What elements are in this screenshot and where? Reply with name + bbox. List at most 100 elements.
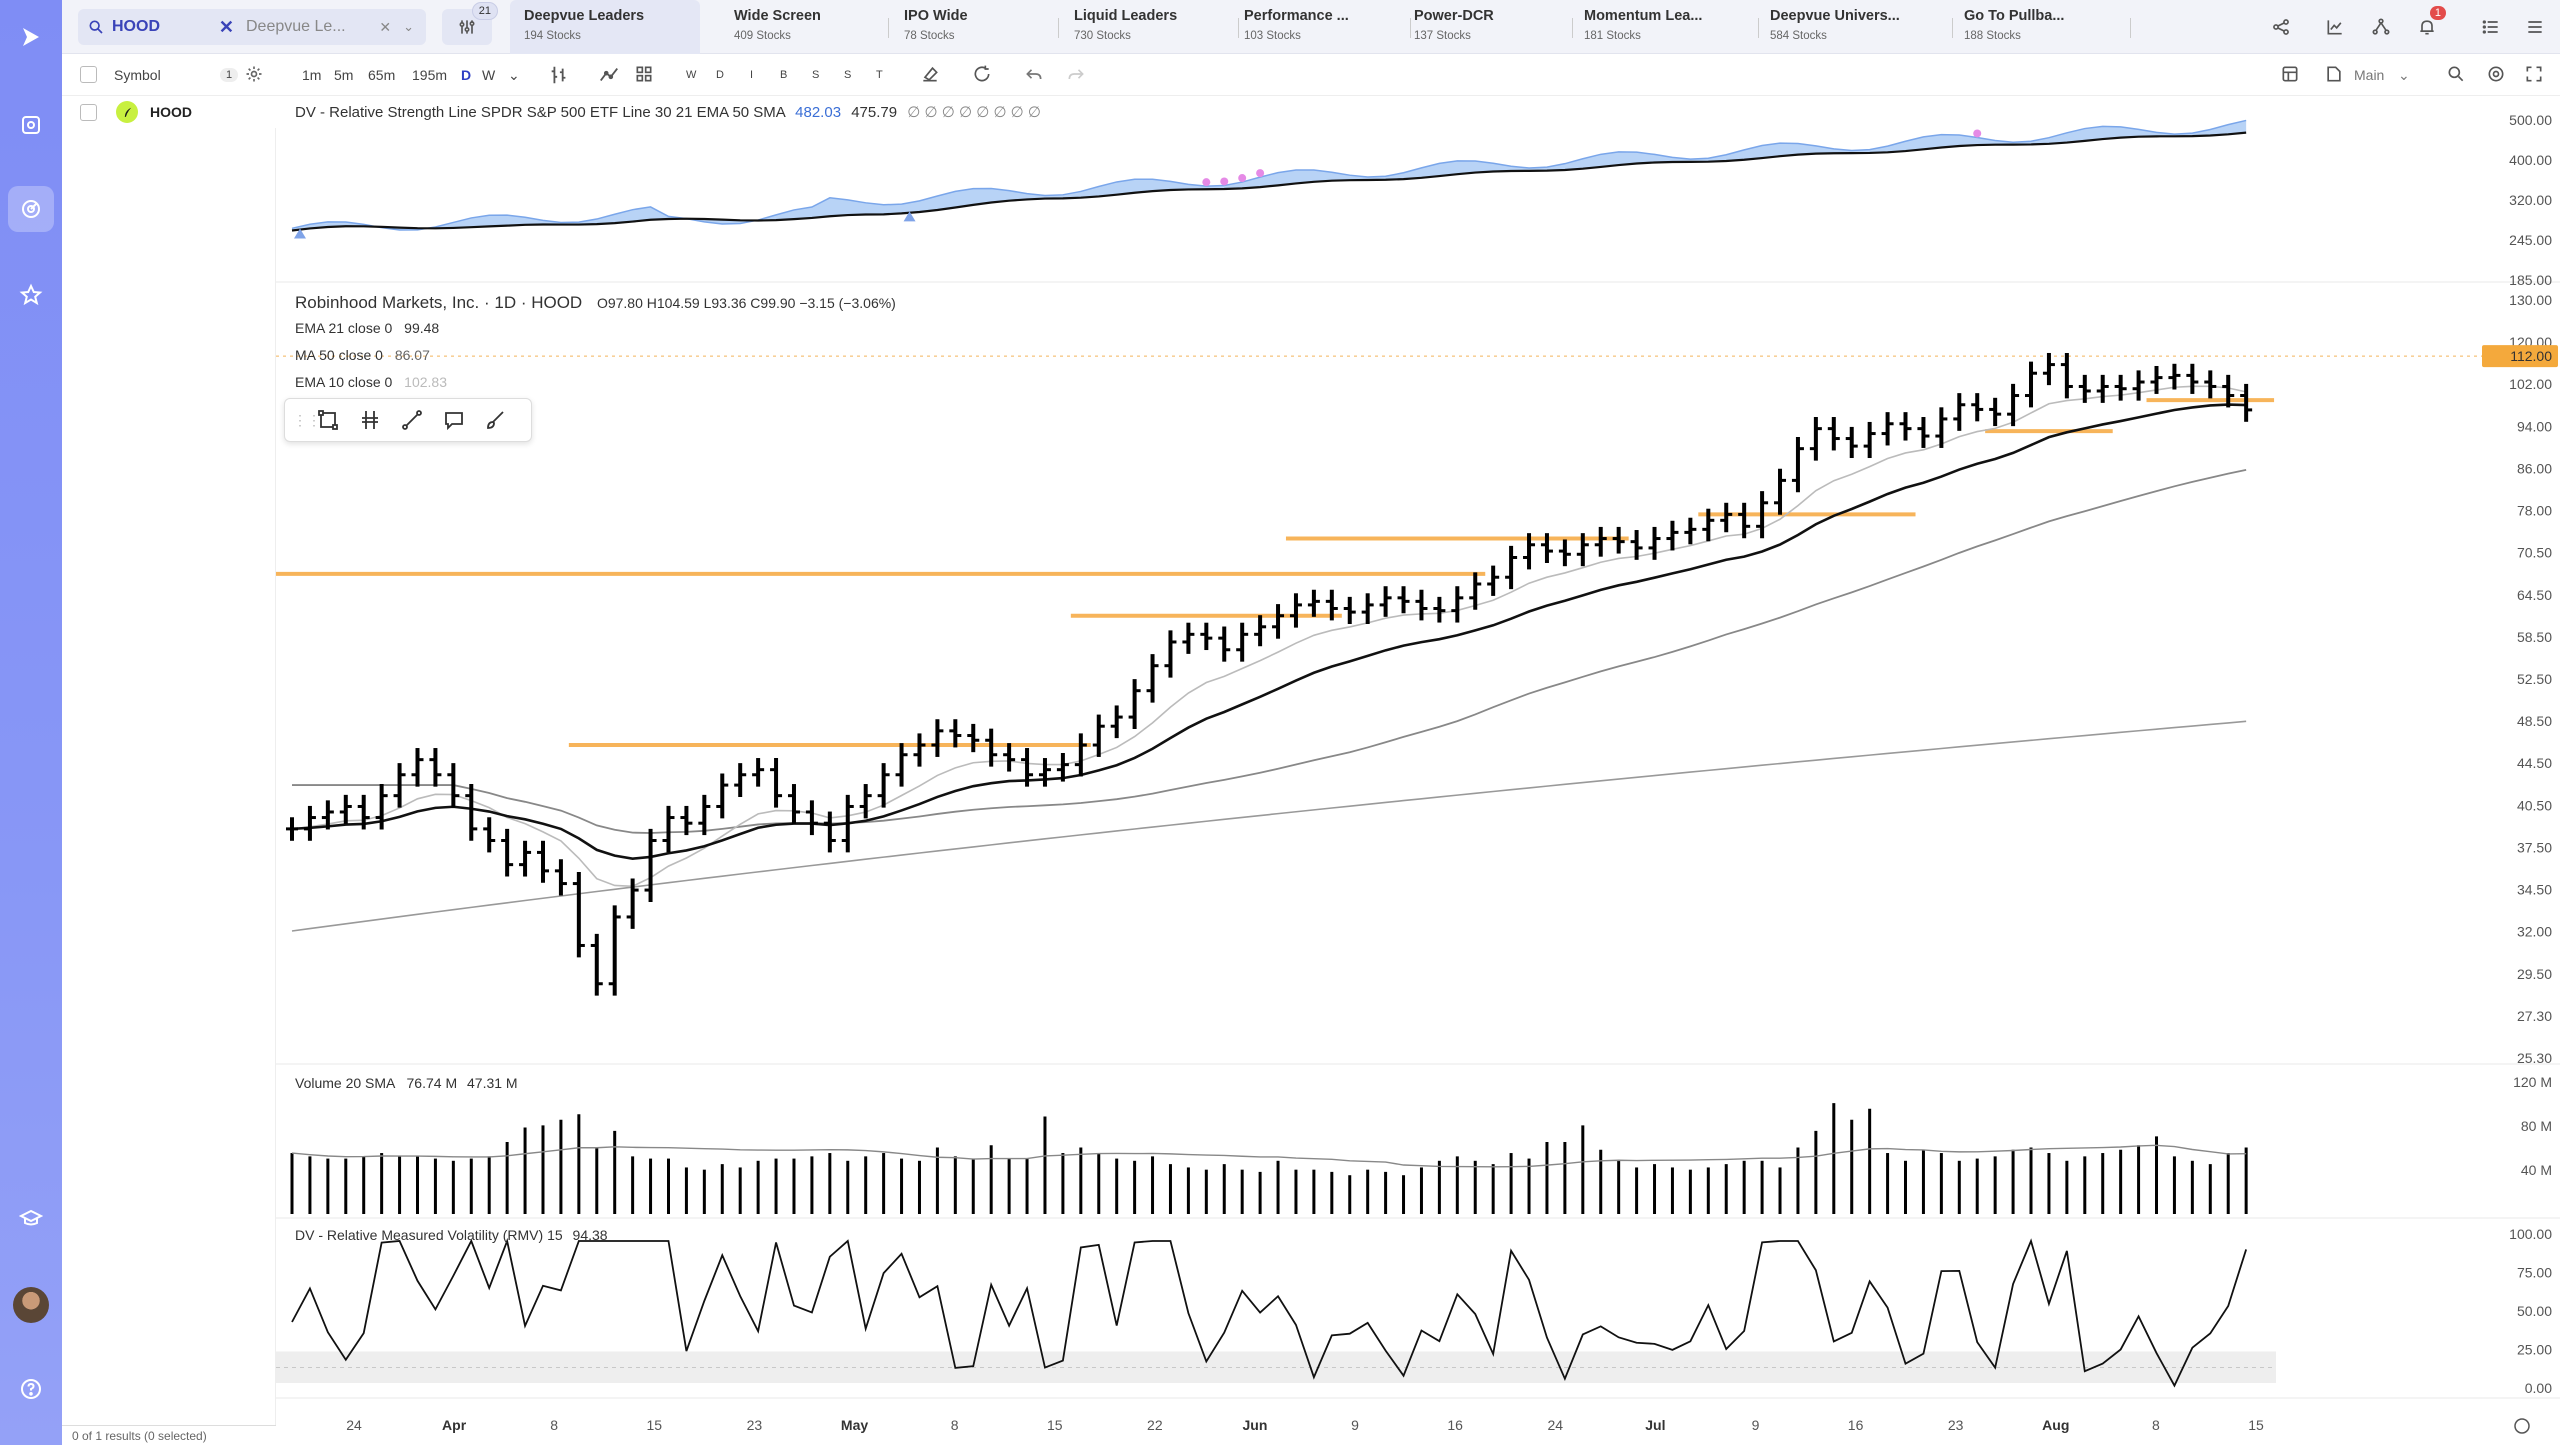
refresh-icon[interactable] — [972, 64, 992, 87]
row-symbol: HOOD — [150, 104, 192, 120]
price-axis-label: 130.00 — [2509, 292, 2552, 308]
list-item[interactable]: HOOD — [62, 96, 276, 128]
chart-area[interactable]: 500.00 400.00 320.00 245.00 185.00 130.00 120.… — [276, 96, 2560, 1445]
scan-icon[interactable] — [8, 186, 54, 232]
help-icon[interactable] — [8, 1366, 54, 1412]
indicator-value: 102.83 — [404, 374, 447, 390]
price-range-tool-icon[interactable] — [349, 402, 391, 438]
settings-gear-icon[interactable] — [244, 64, 264, 87]
trendline-tool-icon[interactable] — [391, 402, 433, 438]
drag-handle-icon[interactable]: ⋮⋮ — [293, 411, 321, 428]
tab-label: Momentum Lea... — [1584, 8, 1703, 24]
tab-performance[interactable]: Performance ... 103 Stocks — [1230, 0, 1400, 54]
list-icon[interactable] — [2476, 12, 2506, 42]
price-axis-label: 32.00 — [2517, 924, 2552, 940]
tab-deepvue-leaders[interactable]: Deepvue Leaders 194 Stocks — [510, 0, 700, 54]
tab-go-to-pullback[interactable]: Go To Pullba... 188 Stocks — [1950, 0, 2120, 54]
tab-label: Go To Pullba... — [1964, 8, 2065, 24]
tab-momentum-leaders[interactable]: Momentum Lea... 181 Stocks — [1570, 0, 1756, 54]
template-icon[interactable] — [2324, 64, 2344, 87]
tab-power-dcr[interactable]: Power-DCR 137 Stocks — [1400, 0, 1568, 54]
tab-count: 730 Stocks — [1074, 30, 1131, 42]
rs-new-high-dot — [1256, 169, 1265, 178]
menu-icon[interactable] — [2520, 12, 2550, 42]
filter-button[interactable]: 21 — [442, 2, 498, 45]
rs-marker-triangle — [294, 228, 306, 239]
tool-d[interactable]: D — [716, 69, 724, 81]
x-axis-label: Aug — [2042, 1417, 2069, 1433]
indicators-icon[interactable] — [598, 64, 620, 89]
timeframe-1m[interactable]: 1m — [302, 67, 322, 83]
x-axis-label: 23 — [1948, 1417, 1964, 1433]
ohlc-readout: O97.80 H104.59 L93.36 C99.90 −3.15 (−3.0… — [596, 295, 896, 311]
fullscreen-icon[interactable] — [2524, 64, 2544, 87]
clear-search-icon[interactable]: ✕ — [218, 16, 234, 37]
select-all-checkbox[interactable] — [80, 66, 97, 83]
tab-wide-screen[interactable]: Wide Screen 409 Stocks — [720, 0, 880, 54]
chevron-down-icon[interactable]: ⌄ — [403, 19, 414, 34]
timeframe-65m[interactable]: 65m — [368, 67, 396, 83]
avatar[interactable] — [8, 1282, 54, 1328]
comment-tool-icon[interactable] — [433, 402, 475, 438]
volume-pane-title: Volume 20 SMA — [295, 1075, 395, 1091]
chart-canvas[interactable]: 500.00400.00320.00245.00185.00130.00120.… — [276, 96, 2560, 1445]
timeframe-195m[interactable]: 195m — [412, 67, 448, 83]
brush-tool-icon[interactable] — [475, 402, 517, 438]
education-icon[interactable] — [8, 1196, 54, 1242]
x-axis-label: 9 — [1752, 1417, 1760, 1433]
search-input[interactable]: HOOD — [112, 18, 160, 35]
logo-icon[interactable] — [8, 14, 54, 60]
eraser-icon[interactable] — [920, 64, 940, 87]
rectangle-tool-icon[interactable] — [307, 402, 349, 438]
drawing-toolbar: ⋮⋮ — [284, 398, 532, 442]
search-icon — [89, 20, 103, 34]
tab-deepvue-universe[interactable]: Deepvue Univers... 584 Stocks — [1756, 0, 1950, 54]
tool-s2[interactable]: S — [844, 69, 852, 81]
indicator-label: EMA 10 close 0 — [295, 374, 393, 390]
network-icon[interactable] — [2366, 12, 2396, 42]
close-icon[interactable]: ✕ — [379, 18, 392, 35]
panel-layout-icon[interactable] — [2280, 64, 2300, 87]
timeframe-chevron-down-icon[interactable]: ⌄ — [508, 67, 520, 83]
rs-axis-label: 320.00 — [2509, 192, 2552, 208]
redo-icon[interactable] — [1066, 64, 1086, 87]
price-axis-label: 27.30 — [2517, 1008, 2552, 1024]
tab-liquid-leaders[interactable]: Liquid Leaders 730 Stocks — [1060, 0, 1228, 54]
rs-line — [291, 119, 2247, 231]
watchlist-dropdown[interactable]: Deepvue Le... ✕ ⌄ — [234, 9, 426, 45]
symbol-column-header[interactable]: Symbol — [114, 67, 161, 83]
bell-icon[interactable]: 1 — [2412, 6, 2446, 42]
rmv-axis-label: 50.00 — [2517, 1303, 2552, 1319]
indicator-label: MA 50 close 0 — [295, 347, 383, 363]
candle-type-icon[interactable] — [548, 64, 570, 89]
undo-icon[interactable] — [1024, 64, 1044, 87]
tool-t[interactable]: T — [876, 69, 883, 81]
chart-icon[interactable] — [2320, 12, 2350, 42]
share-icon[interactable] — [2266, 12, 2296, 42]
watchlist-icon[interactable] — [8, 102, 54, 148]
symbol-search[interactable]: HOOD ✕ — [78, 9, 244, 45]
timeframe-d[interactable]: D — [461, 67, 472, 83]
star-icon[interactable] — [8, 272, 54, 318]
layout-select[interactable]: Main — [2354, 67, 2385, 83]
price-axis-label: 29.50 — [2517, 966, 2552, 982]
zoom-icon[interactable] — [2446, 64, 2466, 87]
tool-b[interactable]: B — [780, 69, 788, 81]
tab-label: Wide Screen — [734, 8, 821, 24]
layout-grid-icon[interactable] — [634, 64, 654, 87]
rs-pane-value-1: 482.03 — [795, 104, 842, 121]
timeframe-w[interactable]: W — [482, 67, 496, 83]
main-pane-legend: Robinhood Markets, Inc. · 1D · HOOD O97.… — [295, 293, 896, 313]
rmv-value: 94.38 — [572, 1227, 608, 1243]
tab-ipo-wide[interactable]: IPO Wide 78 Stocks — [890, 0, 1050, 54]
x-axis-label: 16 — [1848, 1417, 1864, 1433]
layout-chevron-down-icon[interactable]: ⌄ — [2398, 67, 2410, 83]
chart-settings-gear-icon[interactable] — [2486, 64, 2506, 87]
tool-s1[interactable]: S — [812, 69, 820, 81]
tool-w[interactable]: W — [686, 69, 697, 81]
volume-value-1: 76.74 M — [406, 1075, 458, 1091]
price-axis-label: 25.30 — [2517, 1050, 2552, 1066]
timeframe-5m[interactable]: 5m — [334, 67, 354, 83]
row-checkbox[interactable] — [80, 104, 97, 121]
tool-i[interactable]: I — [750, 69, 754, 81]
